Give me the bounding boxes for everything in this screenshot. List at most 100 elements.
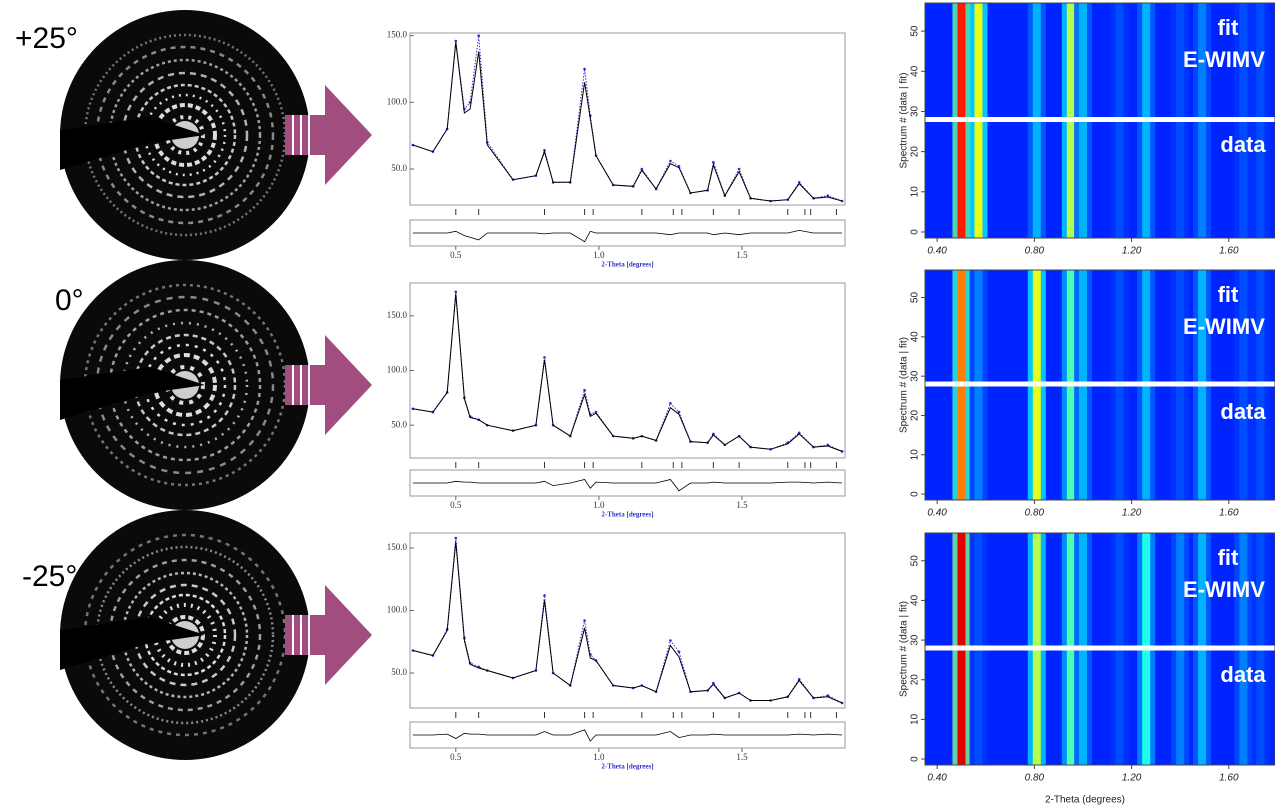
annotation: E-WIMV (1183, 47, 1265, 72)
y-tick-label: 20 (910, 674, 921, 686)
x-tick-label: 1.60 (1219, 508, 1239, 519)
calculated-line (412, 541, 843, 704)
y-tick-label: 30 (910, 370, 921, 382)
observed-point (583, 67, 586, 71)
observed-point (826, 194, 830, 197)
residual-frame (409, 469, 846, 497)
x-axis-label: 2-Theta (degrees) (1045, 795, 1125, 806)
y-tick-label: 10 (910, 186, 921, 198)
x-tick-label: 0.40 (927, 773, 947, 784)
observed-point (797, 677, 801, 681)
observed-point (712, 161, 715, 164)
diffraction-ring (121, 321, 249, 449)
diffraction-ring (143, 593, 227, 677)
observed-point (583, 619, 586, 622)
beam-stop (60, 617, 205, 670)
y-tick-label: 0 (910, 756, 921, 762)
diffraction-ring (121, 71, 249, 199)
panel-label: 0° (55, 284, 84, 317)
y-tick-label: 10 (910, 449, 921, 461)
panel-label: +25° (15, 22, 78, 55)
diffraction-ring (153, 103, 217, 167)
observed-point (583, 388, 586, 392)
heatmap-frame (924, 269, 1275, 501)
observed-point (826, 443, 830, 447)
x-tick-label: 0.80 (1025, 508, 1045, 519)
y-tick-label: 50 (910, 25, 921, 37)
y-tick-label: 100.0 (387, 365, 408, 375)
calculated-line (412, 293, 843, 452)
beam-stop (60, 117, 205, 170)
observed-point (543, 356, 546, 359)
residual-frame (409, 219, 846, 247)
x-axis-label: 2-Theta [degrees] (601, 261, 653, 269)
observed-point (477, 34, 480, 37)
observed-point (543, 594, 546, 597)
y-tick-label: 100.0 (387, 96, 408, 106)
x-tick-label: 1.0 (593, 250, 605, 260)
residual-line (412, 479, 843, 492)
observed-point (712, 432, 715, 436)
diffraction-ring (108, 558, 262, 712)
observed-line (412, 537, 843, 704)
heatmap-frame (924, 532, 1275, 766)
observed-point (677, 650, 681, 654)
x-tick-label: 1.20 (1122, 773, 1142, 784)
plot-frame (409, 532, 846, 709)
annotation: E-WIMV (1183, 577, 1265, 602)
x-axis-label: 2-Theta [degrees] (601, 511, 653, 519)
y-tick-label: 50.0 (391, 667, 407, 677)
calculated-line (412, 42, 843, 202)
diffraction-ring (143, 93, 227, 177)
annotation: data (1220, 662, 1266, 687)
observed-point (797, 181, 801, 184)
y-axis-label: Spectrum # (data | fit) (899, 601, 910, 697)
y-tick-label: 50.0 (391, 419, 407, 429)
plot-frame (409, 282, 846, 459)
diffraction-ring (95, 45, 275, 225)
annotation: fit (1218, 545, 1239, 570)
x-tick-label: 1.0 (593, 752, 605, 762)
x-tick-label: 1.60 (1219, 246, 1239, 257)
x-tick-label: 0.5 (450, 500, 462, 510)
x-tick-label: 0.5 (450, 752, 462, 762)
y-tick-label: 50 (910, 292, 921, 304)
y-tick-label: 30 (910, 105, 921, 117)
y-tick-label: 40 (910, 65, 921, 77)
observed-point (712, 681, 715, 685)
y-tick-label: 150.0 (387, 30, 408, 40)
plot-frame (409, 32, 846, 206)
observed-point (640, 167, 644, 171)
arrow (285, 85, 372, 185)
x-tick-label: 1.5 (736, 250, 748, 260)
x-tick-label: 0.40 (927, 508, 947, 519)
y-tick-label: 150.0 (387, 310, 408, 320)
y-tick-label: 20 (910, 146, 921, 158)
y-tick-label: 10 (910, 713, 921, 725)
annotation: data (1220, 399, 1266, 424)
diffraction-ring (143, 343, 227, 427)
y-tick-label: 0 (910, 229, 921, 235)
observed-point (797, 431, 801, 435)
beam-stop (60, 367, 205, 420)
residual-line (412, 729, 843, 742)
annotation: data (1220, 132, 1266, 157)
x-tick-label: 1.60 (1219, 773, 1239, 784)
x-tick-label: 1.5 (736, 500, 748, 510)
y-tick-label: 40 (910, 331, 921, 343)
observed-point (737, 167, 741, 171)
observed-point (454, 290, 458, 294)
arrow (285, 335, 372, 435)
observed-point (669, 402, 672, 405)
heatmap-frame (924, 2, 1275, 239)
observed-point (454, 536, 458, 540)
y-tick-label: 30 (910, 634, 921, 646)
y-tick-label: 0 (910, 491, 921, 497)
y-tick-label: 100.0 (387, 605, 408, 615)
observed-point (594, 410, 598, 414)
observed-point (669, 639, 672, 642)
x-tick-label: 1.20 (1122, 508, 1142, 519)
residual-frame (409, 721, 846, 749)
y-tick-label: 150.0 (387, 542, 408, 552)
